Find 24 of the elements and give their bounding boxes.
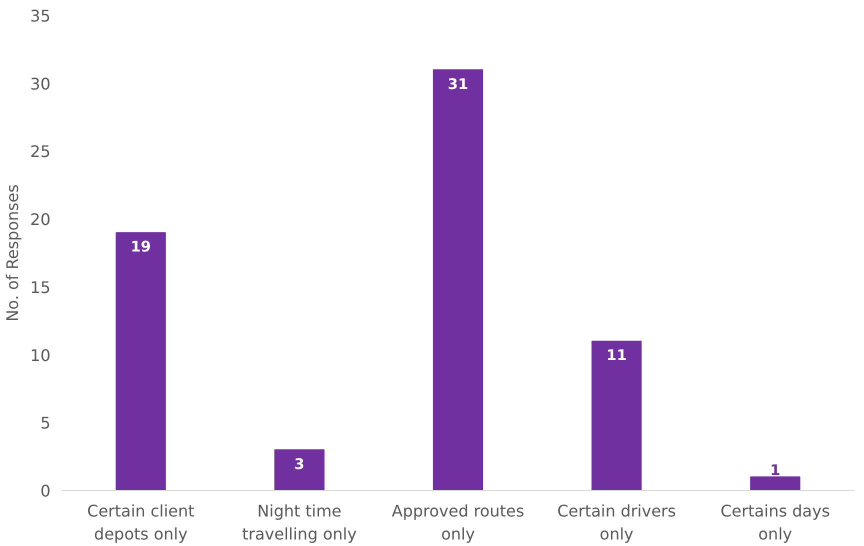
data-label: 19 (130, 238, 152, 256)
y-tick-label: 15 (30, 278, 50, 297)
y-tick-label: 5 (40, 414, 51, 433)
y-tick-label: 30 (30, 74, 50, 94)
y-axis-title: No. of Responses (3, 184, 22, 322)
y-tick-label: 25 (30, 142, 50, 162)
x-tick-label: Certains days only (720, 502, 830, 544)
bar (592, 340, 642, 490)
bar (116, 232, 166, 490)
bar (432, 69, 484, 490)
x-tick-label: Night time travelling only (242, 502, 357, 544)
data-label: 1 (770, 462, 780, 479)
y-tick-label: 0 (40, 482, 51, 500)
data-label: 3 (294, 456, 305, 473)
bar (274, 449, 324, 490)
x-tick-label: Approved routes only (392, 502, 524, 544)
y-tick-label: 35 (30, 6, 50, 26)
x-tick-label: Certain client depots only (87, 502, 194, 544)
y-tick-label: 10 (30, 346, 50, 365)
data-label: 31 (448, 76, 468, 93)
y-tick-label: 20 (30, 210, 50, 230)
x-tick-label: Certain drivers only (557, 502, 676, 544)
bar (750, 476, 800, 490)
data-label: 11 (606, 347, 627, 364)
